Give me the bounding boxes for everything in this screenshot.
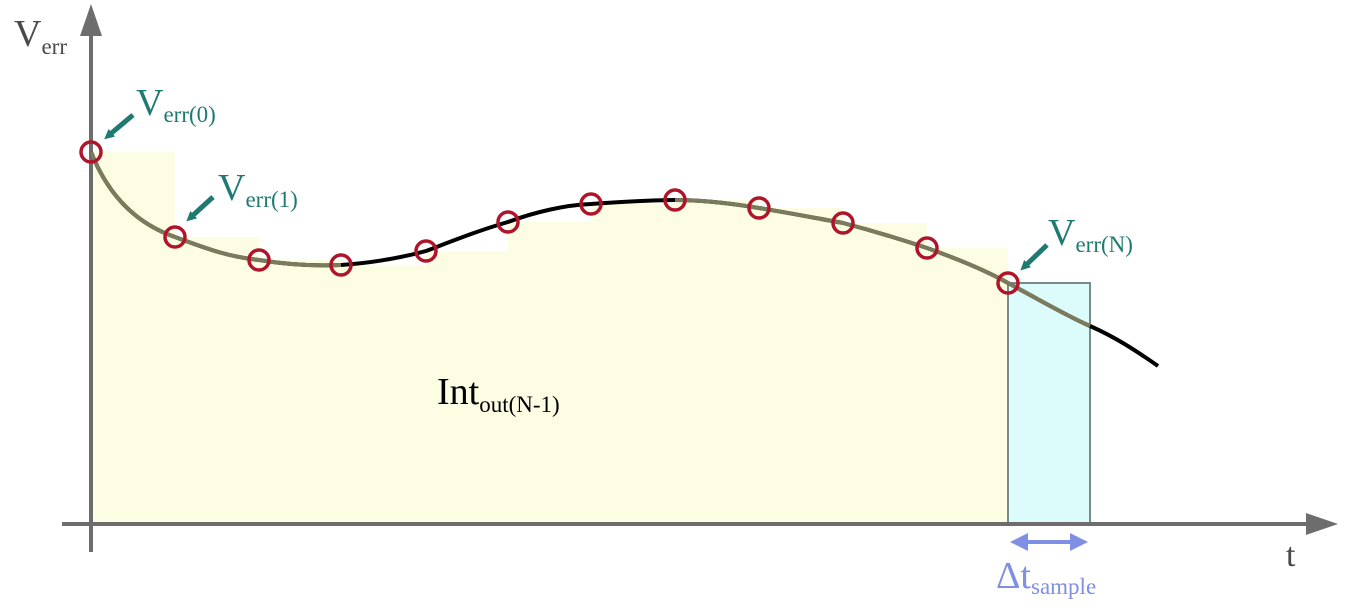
integral-step	[91, 152, 175, 524]
integral-step	[843, 223, 927, 524]
y-axis-label: Verr	[14, 13, 67, 59]
label-verr-0: Verr(0)	[136, 82, 216, 127]
arrow-icon	[1020, 243, 1049, 271]
integral-step	[508, 222, 591, 524]
sample-circle-icon	[996, 271, 1020, 295]
integral-area	[91, 152, 1008, 524]
label-delta-t: Δtsample	[996, 555, 1096, 599]
integral-step	[341, 265, 426, 524]
integral-step	[759, 208, 843, 524]
error-signal-curve-shaded	[89, 151, 342, 268]
integral-step	[426, 251, 508, 524]
current-sample-step	[1007, 282, 1091, 525]
sample-circle-icon	[414, 239, 438, 263]
arrow-icon	[104, 113, 135, 140]
axes	[62, 4, 1338, 552]
sample-circle-icon	[79, 140, 103, 164]
label-integral: Intout(N-1)	[437, 371, 560, 417]
sample-circle-icon	[747, 196, 771, 220]
integral-step	[675, 200, 759, 524]
integral-step	[175, 237, 259, 524]
label-verr-1: Verr(1)	[218, 167, 298, 212]
integral-step	[591, 204, 675, 524]
sample-circle-icon	[329, 253, 353, 277]
pointer-arrows	[104, 113, 1049, 271]
integral-step	[927, 248, 1008, 524]
sample-circle-icon	[163, 225, 187, 249]
sample-circle-icon	[579, 192, 603, 216]
arrow-icon	[186, 195, 215, 222]
label-verr-n: Verr(N)	[1048, 212, 1133, 257]
sample-circle-icon	[247, 248, 271, 272]
integral-step	[259, 260, 341, 524]
y-axis-arrow-icon	[80, 4, 102, 36]
sample-points	[79, 140, 1020, 295]
sample-circle-icon	[915, 236, 939, 260]
x-axis-arrow-icon	[1306, 513, 1338, 535]
double-arrow-icon	[1010, 533, 1088, 551]
sample-circle-icon	[831, 211, 855, 235]
sample-circle-icon	[496, 210, 520, 234]
sample-circle-icon	[663, 188, 687, 212]
x-axis-label: t	[1286, 537, 1296, 574]
